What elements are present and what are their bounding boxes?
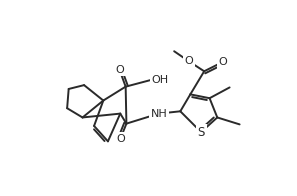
Text: O: O bbox=[115, 65, 124, 75]
Text: OH: OH bbox=[152, 75, 169, 85]
Text: O: O bbox=[184, 56, 193, 66]
Text: O: O bbox=[116, 134, 125, 144]
Text: O: O bbox=[218, 57, 227, 67]
Text: NH: NH bbox=[150, 109, 167, 119]
Text: S: S bbox=[198, 126, 205, 139]
